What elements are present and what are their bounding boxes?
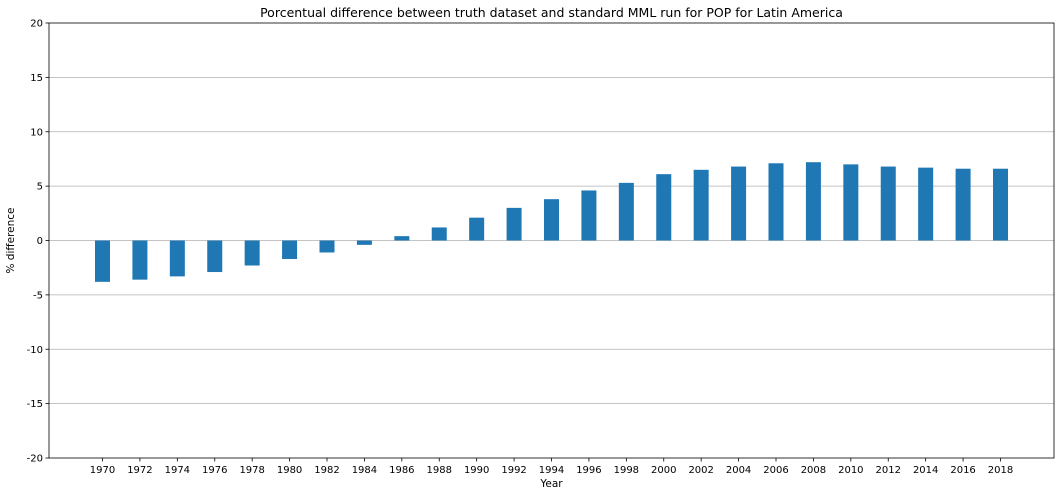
x-tick-label: 1996: [576, 465, 601, 476]
x-tick-label: 2002: [688, 465, 713, 476]
bar-1990: [469, 217, 485, 241]
x-tick-label: 2004: [726, 465, 751, 476]
x-tick-label: 2012: [876, 465, 901, 476]
bar-2000: [656, 174, 672, 241]
bar-1978: [244, 240, 260, 266]
x-tick-label: 1978: [239, 465, 264, 476]
y-tick-label: 15: [30, 73, 43, 84]
y-tick-label: 0: [37, 236, 43, 247]
x-tick-label: 2014: [913, 465, 938, 476]
bar-2014: [918, 167, 934, 241]
x-tick-label: 1988: [427, 465, 452, 476]
x-tick-label: 2018: [988, 465, 1013, 476]
x-tick-label: 1990: [464, 465, 489, 476]
x-tick-label: 2000: [651, 465, 676, 476]
y-tick-label: 5: [37, 182, 43, 193]
bar-1982: [319, 240, 335, 253]
bar-1994: [544, 199, 559, 241]
x-tick-label: 1972: [127, 465, 152, 476]
x-tick-label: 2016: [950, 465, 975, 476]
bar-2016: [955, 168, 971, 241]
y-tick-label: 20: [30, 19, 43, 30]
bar-1998: [618, 182, 634, 241]
bar-2012: [880, 166, 896, 241]
x-tick-label: 1982: [314, 465, 339, 476]
bars: [95, 162, 1008, 282]
x-tick-label: 1986: [389, 465, 414, 476]
y-tick-label: -15: [27, 399, 43, 410]
x-axis-ticks: 1970 1972 1974 1976 1978 1980 1982 1984 1986 1988…: [90, 458, 1013, 476]
x-tick-label: 1994: [539, 465, 564, 476]
x-tick-label: 1998: [614, 465, 639, 476]
bar-2002: [693, 169, 709, 241]
bar-1988: [431, 227, 447, 241]
bar-2004: [731, 166, 747, 241]
x-axis-label: Year: [539, 478, 563, 490]
y-tick-label: -20: [27, 454, 43, 465]
bar-2010: [843, 164, 859, 241]
x-tick-label: 2010: [838, 465, 863, 476]
x-tick-label: 1984: [352, 465, 377, 476]
bar-1996: [581, 190, 597, 241]
y-axis-ticks: -20 -15 -10 -5 0 5 10 15 20: [27, 19, 49, 465]
bar-1980: [282, 240, 298, 259]
x-tick-label: 1992: [501, 465, 526, 476]
x-tick-label: 1980: [277, 465, 302, 476]
bar-1986: [394, 236, 410, 241]
bar-1974: [169, 240, 185, 277]
x-tick-label: 1970: [90, 465, 115, 476]
bar-1992: [506, 207, 522, 241]
bar-2018: [993, 168, 1008, 241]
bar-1976: [207, 240, 223, 273]
x-tick-label: 1976: [202, 465, 227, 476]
y-tick-label: -10: [27, 345, 43, 356]
x-tick-label: 1974: [165, 465, 190, 476]
x-tick-label: 2006: [763, 465, 788, 476]
bar-1984: [356, 240, 372, 245]
y-axis-label: % difference: [5, 207, 17, 273]
y-tick-label: 10: [30, 127, 43, 138]
bar-2008: [805, 162, 821, 241]
bar-1972: [132, 240, 148, 280]
bar-2006: [768, 163, 784, 241]
bar-1970: [95, 240, 110, 282]
x-tick-label: 2008: [801, 465, 826, 476]
chart-title: Porcentual difference between truth data…: [260, 5, 843, 20]
y-tick-label: -5: [33, 290, 43, 301]
